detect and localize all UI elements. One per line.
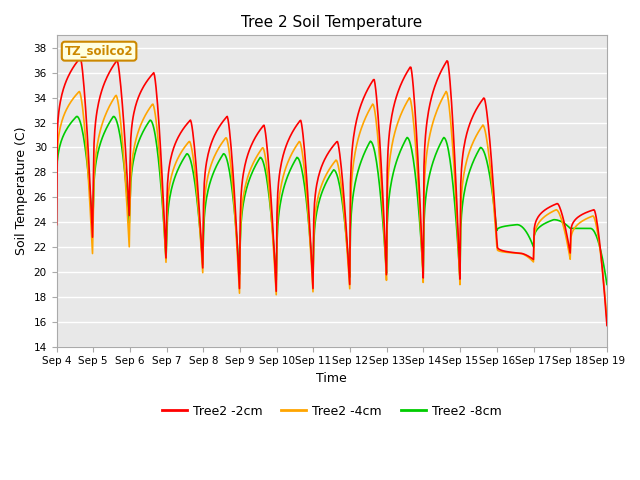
- Legend: Tree2 -2cm, Tree2 -4cm, Tree2 -8cm: Tree2 -2cm, Tree2 -4cm, Tree2 -8cm: [157, 400, 507, 423]
- Tree2 -4cm: [399, 108, 406, 114]
- Tree2 -4cm: [442, 89, 450, 95]
- Title: Tree 2 Soil Temperature: Tree 2 Soil Temperature: [241, 15, 422, 30]
- Tree2 -2cm: [76, 55, 84, 61]
- X-axis label: Time: Time: [316, 372, 347, 385]
- Text: TZ_soilco2: TZ_soilco2: [65, 45, 133, 58]
- Tree2 -2cm: [399, 76, 407, 82]
- Tree2 -8cm: [63, 127, 70, 132]
- Tree2 -4cm: [63, 107, 70, 112]
- Y-axis label: Soil Temperature (C): Soil Temperature (C): [15, 127, 28, 255]
- Line: Tree2 -8cm: Tree2 -8cm: [56, 117, 607, 285]
- Tree2 -8cm: [120, 161, 128, 167]
- Tree2 -8cm: [603, 282, 611, 288]
- Tree2 -8cm: [176, 163, 184, 168]
- Tree2 -4cm: [603, 316, 611, 322]
- Tree2 -4cm: [175, 153, 183, 159]
- Tree2 -8cm: [74, 114, 81, 120]
- Tree2 -2cm: [205, 148, 212, 154]
- Tree2 -8cm: [52, 193, 60, 199]
- Tree2 -4cm: [204, 173, 212, 179]
- Tree2 -8cm: [205, 184, 212, 190]
- Tree2 -4cm: [52, 209, 60, 215]
- Tree2 -8cm: [415, 216, 423, 221]
- Tree2 -2cm: [120, 122, 128, 128]
- Tree2 -2cm: [63, 77, 70, 83]
- Tree2 -2cm: [415, 186, 423, 192]
- Tree2 -4cm: [119, 147, 127, 153]
- Tree2 -2cm: [176, 132, 184, 137]
- Line: Tree2 -4cm: Tree2 -4cm: [56, 92, 607, 319]
- Tree2 -2cm: [52, 222, 60, 228]
- Tree2 -8cm: [399, 142, 407, 147]
- Tree2 -2cm: [603, 323, 611, 328]
- Tree2 -4cm: [415, 189, 422, 195]
- Line: Tree2 -2cm: Tree2 -2cm: [56, 58, 607, 325]
